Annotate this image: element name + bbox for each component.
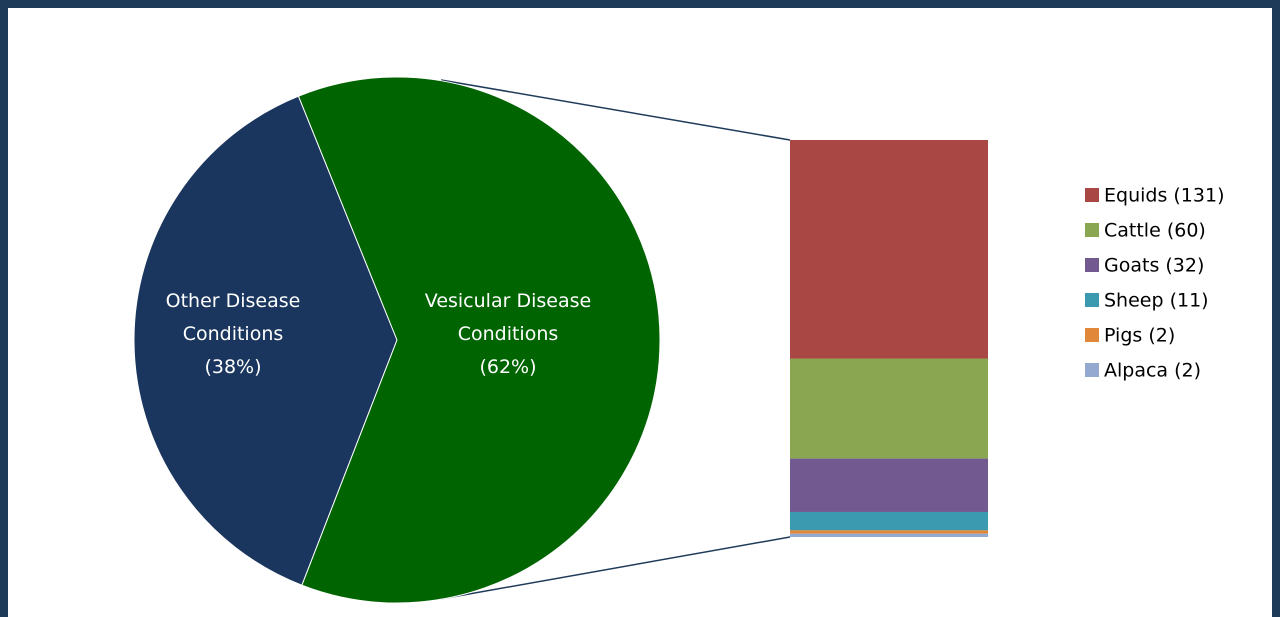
- legend-swatch: [1085, 328, 1099, 342]
- bar-segment: [790, 533, 988, 537]
- legend-swatch: [1085, 223, 1099, 237]
- connector: [440, 536, 791, 600]
- bar-segment: [790, 358, 988, 459]
- legend-swatch: [1085, 363, 1099, 377]
- legend-label: Alpaca (2): [1104, 360, 1201, 382]
- legend-label: Goats (32): [1104, 255, 1204, 277]
- legend-label: Sheep (11): [1104, 290, 1209, 312]
- pie-slice: [297, 76, 661, 604]
- pie-label: Vesicular Disease Conditions: [424, 290, 592, 345]
- legend-swatch: [1085, 188, 1099, 202]
- bar-segment: [790, 458, 988, 512]
- bar-segment: [790, 140, 988, 359]
- legend-label: Cattle (60): [1104, 220, 1206, 242]
- bar-segment: [790, 511, 988, 531]
- legend-swatch: [1085, 293, 1099, 307]
- pie-value-label: (38%): [204, 356, 262, 378]
- pie-value-label: (62%): [479, 356, 537, 378]
- pie-label: Other Disease Conditions: [165, 290, 301, 345]
- pie-slice: [133, 95, 398, 586]
- legend-label: Equids (131): [1104, 185, 1224, 207]
- bar-segment: [790, 530, 988, 534]
- legend-swatch: [1085, 258, 1099, 272]
- connector: [440, 79, 791, 141]
- legend-label: Pigs (2): [1104, 325, 1175, 347]
